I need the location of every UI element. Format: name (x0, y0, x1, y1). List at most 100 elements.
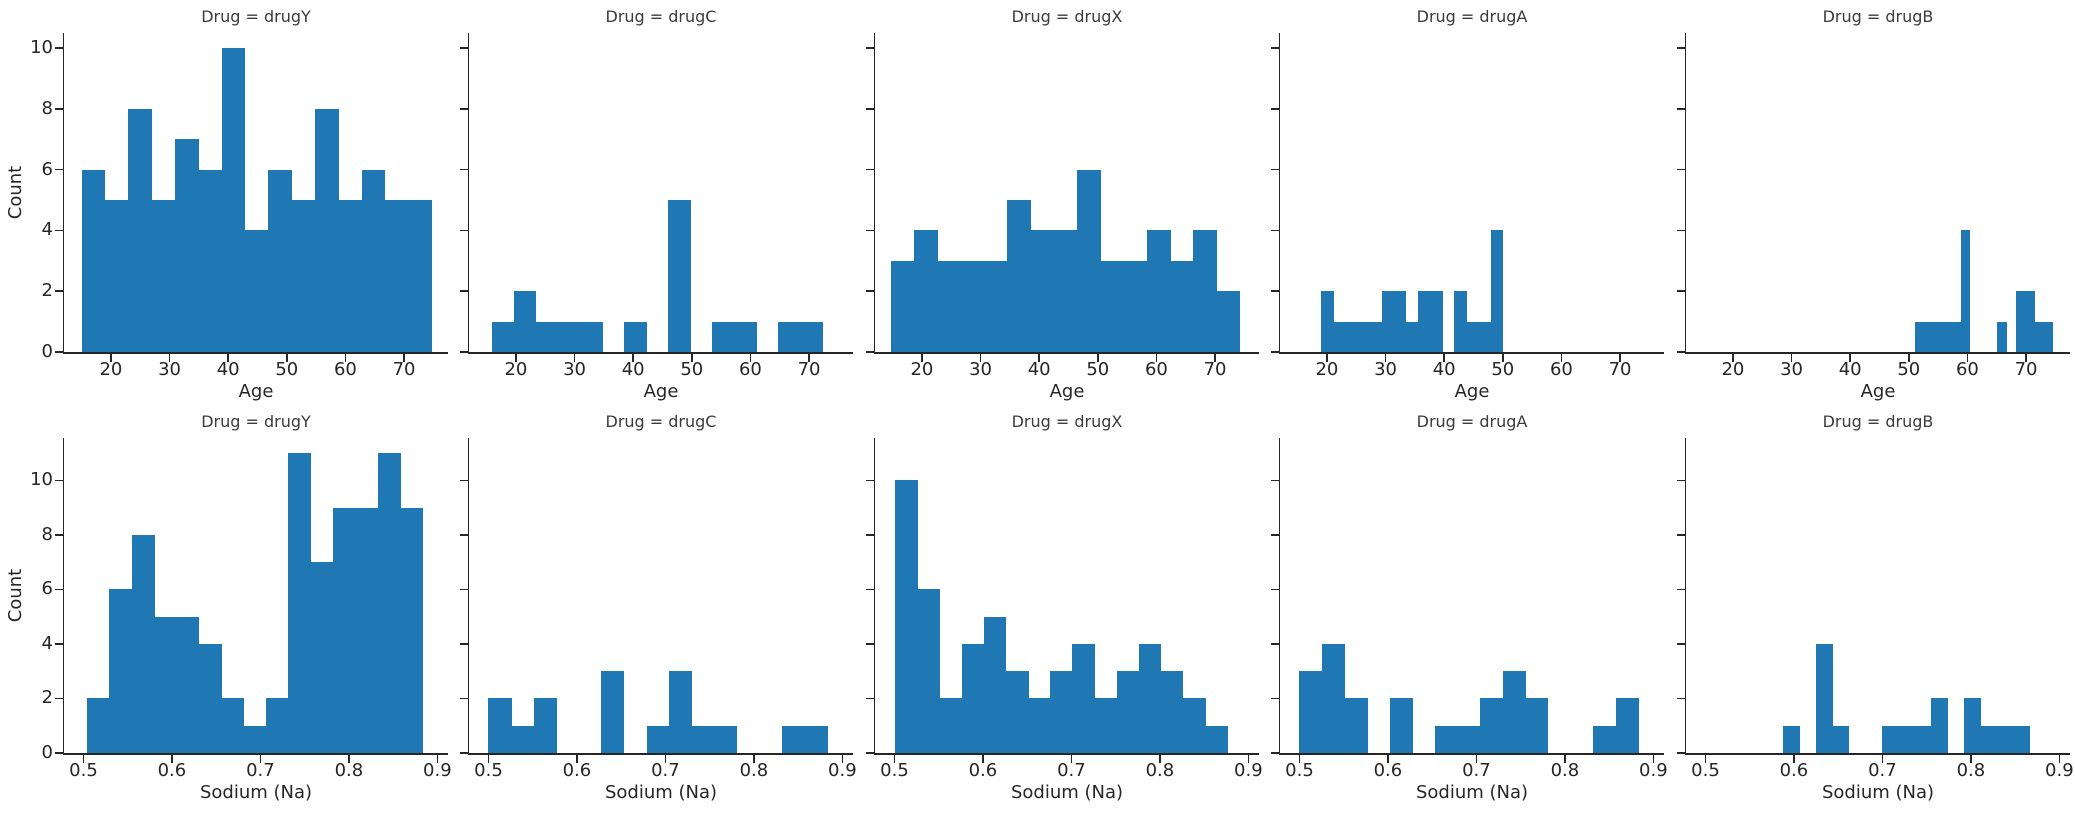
x-axis-tick (110, 353, 112, 362)
y-axis-tick (54, 534, 63, 536)
y-axis-tick-label: 10 (30, 469, 53, 491)
histogram-bar (1430, 291, 1443, 352)
histogram-bar (1005, 671, 1029, 753)
y-axis-tick (459, 351, 468, 353)
y-axis-label: Count (4, 438, 28, 753)
y-axis-tick (459, 588, 468, 591)
x-axis-label: Sodium (Na) (199, 782, 313, 803)
x-axis-tick (1966, 353, 1969, 362)
x-axis-tick-label: 40 (1027, 359, 1051, 380)
x-axis-tick-label: 0.5 (1691, 760, 1720, 781)
x-axis-tick (573, 353, 576, 362)
x-axis-tick-label: 0.7 (1057, 760, 1086, 781)
facet-title: Drug = drugX (1011, 7, 1123, 26)
y-axis-tick-label: 8 (41, 97, 53, 119)
histogram-bar (314, 108, 339, 352)
x-axis-tick-label: 20 (1721, 359, 1745, 380)
histogram-bar (2024, 291, 2035, 352)
bottom-spine (873, 352, 1259, 354)
x-axis-tick-label: 0.7 (1868, 760, 1897, 781)
y-axis-tick-label: 0 (41, 742, 53, 763)
y-axis-tick (1676, 108, 1685, 110)
x-axis-tick (1214, 353, 1216, 362)
histogram-bar (2043, 321, 2053, 352)
facet-title: Drug = drugX (1011, 412, 1123, 431)
histogram-bar (1100, 260, 1125, 352)
x-axis-tick (1326, 353, 1328, 362)
bottom-spine (1684, 753, 2070, 755)
y-axis-tick-label: 2 (41, 280, 53, 302)
histogram-bar (1123, 260, 1148, 352)
y-axis-tick (1270, 479, 1279, 482)
x-axis-tick (893, 754, 896, 763)
histogram-bar (1216, 291, 1241, 352)
y-axis-tick-label: 6 (41, 158, 53, 180)
histogram-bar (109, 589, 133, 753)
left-spine (1278, 33, 1280, 354)
y-axis-tick (865, 168, 874, 171)
x-axis-tick-label: 0.6 (157, 760, 187, 781)
y-axis-tick (865, 588, 874, 591)
y-axis-tick-label: 4 (41, 219, 53, 241)
x-axis-tick-label: 70 (2014, 359, 2038, 380)
histogram-bar (580, 321, 603, 352)
x-axis-tick-label: 60 (1549, 359, 1573, 380)
histogram-bar (1345, 321, 1358, 352)
x-axis-tick (1247, 754, 1250, 763)
x-axis-tick-label: 0.6 (968, 760, 998, 781)
histogram-bar (1881, 725, 1899, 753)
facet-title: Drug = drugC (605, 412, 717, 431)
y-axis-tick (54, 752, 63, 754)
y-axis-tick (1270, 168, 1279, 171)
histogram-bar (1525, 698, 1549, 753)
x-axis-label: Age (1454, 381, 1490, 402)
histogram-bar (81, 169, 106, 352)
x-axis-tick (344, 353, 347, 362)
histogram-bar (917, 589, 941, 753)
y-axis-tick (1270, 534, 1279, 536)
x-axis-tick (1564, 754, 1566, 763)
x-axis-tick (576, 754, 578, 763)
histogram-bar (1170, 260, 1194, 352)
histogram-bar (800, 321, 823, 352)
y-axis-tick (1270, 108, 1279, 110)
facet-title: Drug = drugB (1822, 412, 1934, 431)
y-axis-tick-label: 6 (41, 578, 53, 600)
bottom-spine (467, 753, 853, 755)
histogram-bar (1951, 321, 1962, 352)
facet-axes-drugA-row2: 0.5 0.6 0.7 0.8 0.9 Drug = drugA Sodium (Na) (1270, 412, 1668, 803)
x-axis-tick (982, 754, 984, 763)
histogram-bar (1344, 698, 1368, 753)
x-axis-tick (82, 754, 85, 763)
x-axis-tick (1908, 353, 1910, 362)
histogram-bar (804, 725, 828, 753)
y-axis-tick (1676, 168, 1685, 171)
histogram-bar (243, 725, 267, 753)
y-axis-tick (459, 697, 468, 700)
x-axis-tick-label: 20 (1315, 359, 1339, 380)
histogram-bar (1490, 230, 1504, 352)
x-axis-tick (1384, 353, 1387, 362)
left-spine (62, 33, 64, 354)
histogram-bar (104, 200, 129, 352)
y-axis-tick (459, 479, 468, 482)
histogram-bar (1322, 643, 1346, 753)
histogram-bar (624, 321, 647, 352)
x-axis-tick-label: 0.9 (828, 760, 857, 781)
histogram-bar (714, 725, 738, 753)
x-axis-tick-label: 70 (392, 359, 416, 380)
y-axis-tick (54, 229, 63, 232)
facet-title: Drug = drugY (201, 412, 311, 431)
y-axis-tick (54, 351, 63, 353)
x-axis-tick-label: 20 (99, 359, 123, 380)
histogram-bar (895, 480, 918, 753)
left-spine (1684, 438, 1686, 755)
facet-axes-drugA-row1: 20 30 40 50 60 70 Drug = drugA Age (1270, 7, 1664, 402)
histogram-bar (1816, 643, 1833, 753)
facet-title: Drug = drugY (201, 7, 311, 26)
histogram-bar (377, 453, 401, 753)
histogram-bar (646, 725, 670, 753)
x-axis-tick-label: 60 (1955, 359, 1979, 380)
x-axis-tick-label: 50 (680, 359, 704, 380)
x-axis-tick-label: 30 (563, 359, 586, 380)
